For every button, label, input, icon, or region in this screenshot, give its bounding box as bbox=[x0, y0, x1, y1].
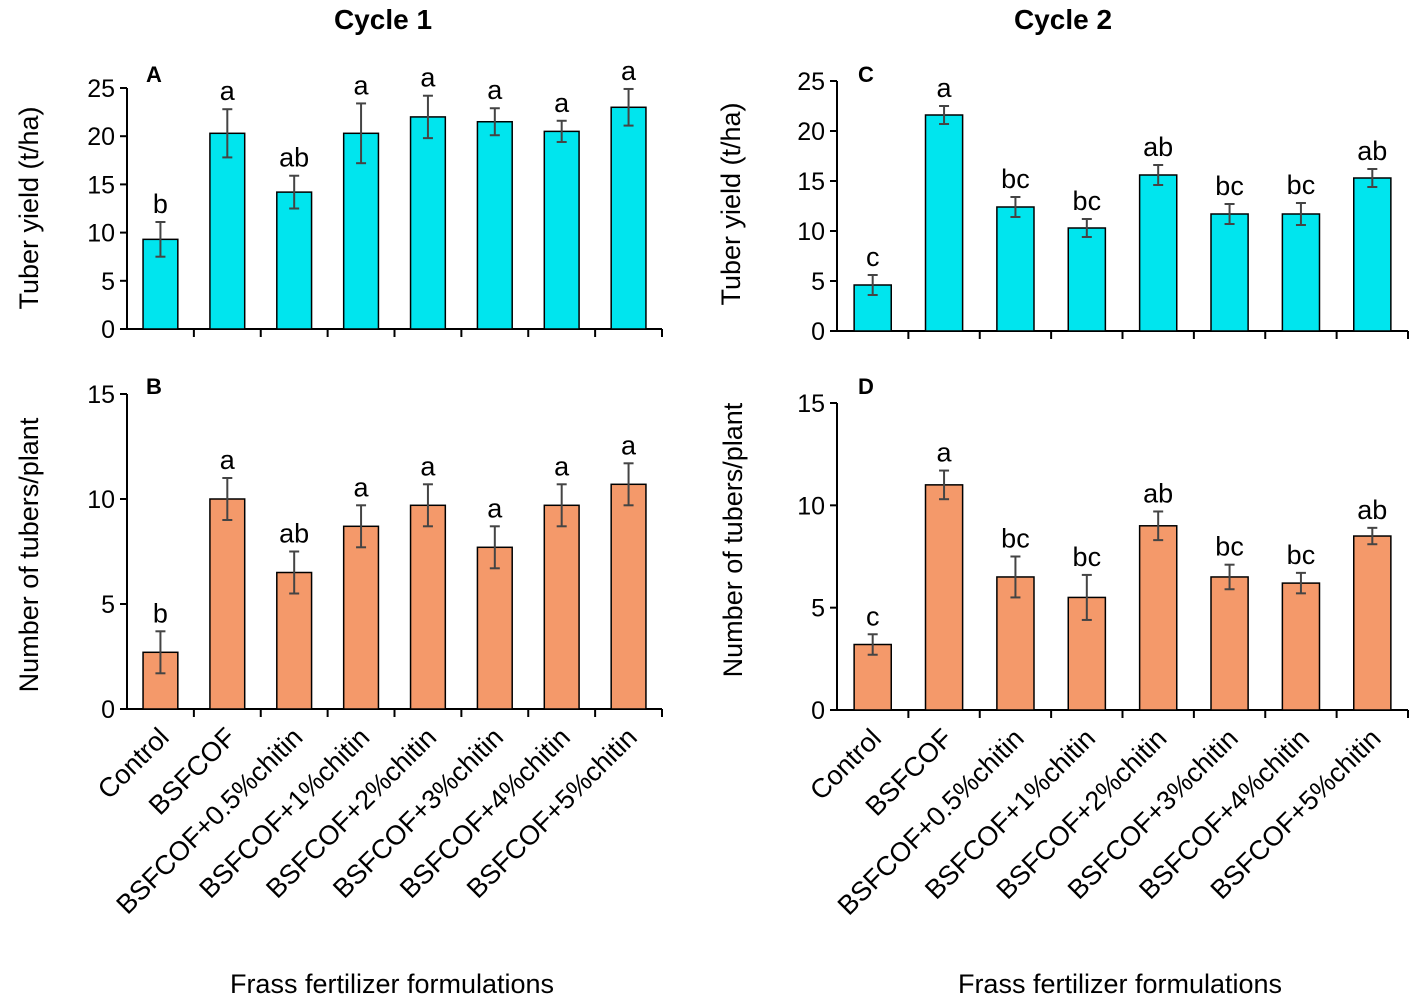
significance-label: a bbox=[354, 472, 370, 502]
significance-label: bc bbox=[1215, 532, 1244, 562]
significance-label: ab bbox=[1143, 132, 1173, 162]
bar bbox=[924, 484, 964, 711]
panel-letter: C bbox=[858, 62, 874, 87]
bar bbox=[209, 132, 246, 330]
significance-label: ab bbox=[279, 143, 309, 173]
category-labels-cycle-2: ControlBSFCOFBSFCOF+0.5%chitinBSFCOF+1%c… bbox=[804, 723, 1386, 921]
bar bbox=[543, 504, 580, 710]
y-axis-label: Number of tubers/plant bbox=[718, 402, 748, 677]
bar bbox=[1353, 535, 1392, 711]
category-labels-cycle-1: ControlBSFCOFBSFCOF+0.5%chitinBSFCOF+1%c… bbox=[92, 722, 643, 920]
y-tick-label: 10 bbox=[797, 218, 825, 246]
significance-label: b bbox=[153, 189, 168, 219]
significance-label: c bbox=[866, 601, 880, 631]
bar bbox=[409, 116, 447, 330]
y-tick-label: 10 bbox=[797, 492, 825, 520]
significance-label: ab bbox=[1143, 478, 1173, 508]
y-tick-label: 15 bbox=[87, 381, 115, 409]
bar bbox=[996, 206, 1035, 332]
significance-label: a bbox=[354, 70, 370, 100]
y-tick-label: 5 bbox=[101, 268, 115, 296]
bar bbox=[1281, 582, 1321, 711]
panel-a-tuber-yield-cycle-1: 0 5 10 15 20 25 b a ab a a a a a A Tuber yield (t/ha) bbox=[14, 56, 663, 344]
significance-label: a bbox=[487, 75, 503, 105]
significance-label: a bbox=[220, 76, 236, 106]
y-tick-label: 5 bbox=[811, 268, 825, 296]
panel-b-tubers-per-plant-cycle-1: 0 5 10 15 b a ab a a a a a B Number of tubers/plant bbox=[14, 374, 663, 724]
y-axis-label: Number of tubers/plant bbox=[14, 417, 44, 692]
significance-label: a bbox=[554, 451, 570, 481]
y-tick-label: 10 bbox=[87, 220, 115, 248]
significance-label: a bbox=[621, 430, 637, 460]
bar bbox=[209, 498, 246, 710]
significance-label: a bbox=[621, 56, 637, 86]
significance-label: b bbox=[153, 598, 168, 628]
significance-label: bc bbox=[1001, 164, 1030, 194]
bar bbox=[476, 546, 513, 710]
y-tick-label: 15 bbox=[797, 168, 825, 196]
y-tick-label: 15 bbox=[797, 390, 825, 418]
significance-label: bc bbox=[1073, 542, 1102, 572]
bar bbox=[142, 238, 179, 330]
y-tick-label: 5 bbox=[811, 595, 825, 623]
x-axis-label-cycle-2: Frass fertilizer formulations bbox=[958, 969, 1282, 999]
significance-label: a bbox=[937, 73, 953, 103]
significance-label: bc bbox=[1001, 524, 1030, 554]
bar bbox=[924, 114, 964, 332]
y-tick-label: 25 bbox=[87, 75, 115, 103]
y-axis-label: Tuber yield (t/ha) bbox=[14, 106, 44, 309]
cycle-1-title: Cycle 1 bbox=[334, 4, 432, 35]
significance-label: ab bbox=[1357, 495, 1387, 525]
y-tick-label: 0 bbox=[811, 697, 825, 725]
significance-label: a bbox=[220, 445, 236, 475]
y-tick-label: 20 bbox=[87, 123, 115, 151]
panel-letter: A bbox=[146, 62, 162, 87]
significance-label: bc bbox=[1215, 171, 1244, 201]
significance-label: bc bbox=[1287, 170, 1316, 200]
y-tick-label: 10 bbox=[87, 486, 115, 514]
bar bbox=[342, 132, 380, 330]
significance-label: ab bbox=[1357, 136, 1387, 166]
y-tick-label: 0 bbox=[811, 318, 825, 346]
bar bbox=[1210, 213, 1249, 332]
bar bbox=[1353, 177, 1392, 332]
bar bbox=[610, 106, 647, 330]
panel-letter: D bbox=[858, 374, 874, 399]
significance-label: ab bbox=[279, 519, 309, 549]
bar bbox=[1138, 174, 1178, 332]
significance-label: bc bbox=[1073, 186, 1102, 216]
bar bbox=[409, 504, 447, 710]
panel-letter: B bbox=[146, 374, 162, 399]
cycle-2-title: Cycle 2 bbox=[1014, 4, 1112, 35]
y-axis-label: Tuber yield (t/ha) bbox=[716, 102, 746, 305]
significance-label: a bbox=[420, 451, 436, 481]
y-tick-label: 5 bbox=[101, 591, 115, 619]
x-axis-label-cycle-1: Frass fertilizer formulations bbox=[230, 969, 554, 999]
significance-label: a bbox=[487, 493, 503, 523]
bar bbox=[543, 130, 580, 330]
y-tick-label: 0 bbox=[101, 696, 115, 724]
significance-label: a bbox=[937, 438, 953, 468]
bar bbox=[1138, 525, 1178, 711]
panel-c-tuber-yield-cycle-2: 0 5 10 15 20 25 c a bc bc ab bc bc ab C Tuber yield (t/… bbox=[716, 62, 1409, 346]
bar bbox=[996, 576, 1035, 711]
bar bbox=[1281, 213, 1321, 332]
y-tick-label: 20 bbox=[797, 118, 825, 146]
significance-label: a bbox=[554, 88, 570, 118]
bar bbox=[1210, 576, 1249, 711]
bar bbox=[476, 120, 513, 330]
y-tick-label: 15 bbox=[87, 171, 115, 199]
bar bbox=[610, 483, 647, 710]
panel-d-tubers-per-plant-cycle-2: 0 5 10 15 c a bc bc ab bc bc ab D Number of tubers/pl… bbox=[718, 374, 1409, 725]
bar bbox=[342, 525, 380, 710]
y-tick-label: 25 bbox=[797, 68, 825, 96]
significance-label: bc bbox=[1287, 540, 1316, 570]
y-tick-label: 0 bbox=[101, 316, 115, 344]
significance-label: c bbox=[866, 242, 880, 272]
bar bbox=[276, 191, 313, 330]
bar bbox=[1067, 227, 1107, 332]
significance-label: a bbox=[420, 63, 436, 93]
